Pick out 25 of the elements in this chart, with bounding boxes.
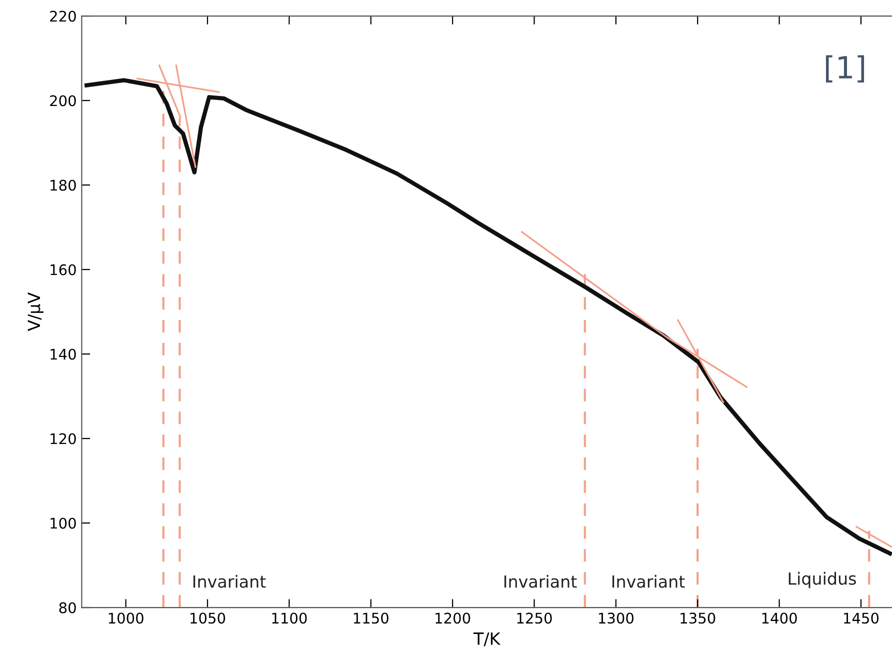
y-tick-label: 180 xyxy=(50,180,76,191)
y-tick-label: 140 xyxy=(50,348,76,360)
x-tick-label: 1150 xyxy=(354,612,388,624)
annotation: Invariant xyxy=(504,574,577,588)
x-tick-label: 1400 xyxy=(762,612,797,624)
y-axis-title: V/μV xyxy=(28,292,44,332)
x-tick-label: 1350 xyxy=(680,612,716,624)
x-tick-label: 1100 xyxy=(272,612,307,624)
y-tick-label: 120 xyxy=(50,433,76,444)
y-tick-label: 220 xyxy=(50,10,76,22)
y-tick-label: 80 xyxy=(59,602,76,614)
y-tick-label: 100 xyxy=(50,518,76,529)
y-tick-label: 200 xyxy=(50,95,76,106)
x-tick-label: 1250 xyxy=(517,612,552,624)
y-tick-label: 160 xyxy=(50,264,76,276)
x-tick-label: 1000 xyxy=(108,612,144,624)
x-tick-label: 1450 xyxy=(844,612,879,624)
annotation: Invariant xyxy=(612,574,685,588)
x-axis-title: T/K xyxy=(473,632,501,646)
annotation: Invariant xyxy=(193,574,266,588)
x-tick-label: 1300 xyxy=(598,612,634,624)
annotation: [1] xyxy=(826,55,864,82)
x-tick-label: 1050 xyxy=(190,612,226,624)
annotation: Liquidus xyxy=(788,572,856,588)
x-tick-label: 1200 xyxy=(436,612,470,624)
